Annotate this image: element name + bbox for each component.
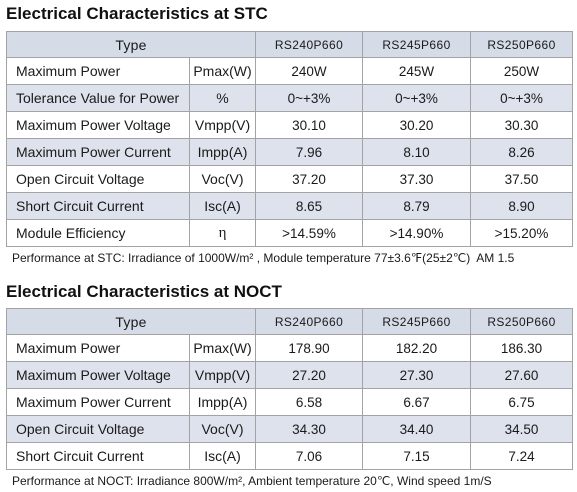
model-header-rs245p660: RS245P660 [362,308,471,335]
table-row: Maximum Power Pmax(W) 240W 245W 250W [6,57,573,85]
stc-section-title: Electrical Characteristics at STC [6,4,268,23]
value-cell: 34.40 [362,415,471,443]
value-cell: 37.50 [470,165,573,193]
value-cell: 8.65 [255,192,363,220]
unit-label: Impp(A) [189,388,256,416]
model-header-rs240p660: RS240P660 [255,31,363,58]
noct-test-conditions-note: Performance at NOCT: Irradiance 800W/m²,… [12,474,492,488]
model-header-rs240p660: RS240P660 [255,308,363,335]
parameter-label: Module Efficiency [6,219,190,247]
unit-label: Pmax(W) [189,334,256,362]
value-cell: 8.79 [362,192,471,220]
value-cell: 240W [255,57,363,85]
value-cell: 8.90 [470,192,573,220]
table-row: Tolerance Value for Power % 0~+3% 0~+3% … [6,84,573,112]
stc-table: Type RS240P660 RS245P660 RS250P660 Maxim… [6,31,573,247]
unit-label: Impp(A) [189,138,256,166]
value-cell: 7.06 [255,442,363,470]
parameter-label: Maximum Power Voltage [6,111,190,139]
parameter-label: Maximum Power Current [6,138,190,166]
value-cell: 34.50 [470,415,573,443]
table-row: Module Efficiency η >14.59% >14.90% >15.… [6,219,573,247]
model-header-rs250p660: RS250P660 [470,308,573,335]
parameter-label: Short Circuit Current [6,192,190,220]
value-cell: 0~+3% [255,84,363,112]
value-cell: 6.67 [362,388,471,416]
table-row: Maximum Power Voltage Vmpp(V) 27.20 27.3… [6,361,573,389]
table-row: Maximum Power Current Impp(A) 7.96 8.10 … [6,138,573,166]
value-cell: 30.10 [255,111,363,139]
unit-label: Voc(V) [189,165,256,193]
value-cell: 7.24 [470,442,573,470]
table-row: Open Circuit Voltage Voc(V) 37.20 37.30 … [6,165,573,193]
unit-label: Vmpp(V) [189,361,256,389]
table-row: Maximum Power Pmax(W) 178.90 182.20 186.… [6,334,573,362]
value-cell: >14.90% [362,219,471,247]
value-cell: 8.26 [470,138,573,166]
parameter-label: Tolerance Value for Power [6,84,190,112]
value-cell: 37.20 [255,165,363,193]
value-cell: 250W [470,57,573,85]
value-cell: 0~+3% [362,84,471,112]
unit-label: Vmpp(V) [189,111,256,139]
value-cell: 7.96 [255,138,363,166]
value-cell: 7.15 [362,442,471,470]
noct-table: Type RS240P660 RS245P660 RS250P660 Maxim… [6,308,573,470]
parameter-label: Maximum Power Current [6,388,190,416]
parameter-label: Maximum Power [6,334,190,362]
value-cell: 27.30 [362,361,471,389]
value-cell: 186.30 [470,334,573,362]
value-cell: 27.20 [255,361,363,389]
parameter-label: Short Circuit Current [6,442,190,470]
unit-label: Isc(A) [189,442,256,470]
value-cell: 30.30 [470,111,573,139]
table-row: Short Circuit Current Isc(A) 7.06 7.15 7… [6,442,573,470]
model-header-rs250p660: RS250P660 [470,31,573,58]
stc-test-conditions-note: Performance at STC: Irradiance of 1000W/… [12,251,515,265]
model-header-rs245p660: RS245P660 [362,31,471,58]
parameter-label: Open Circuit Voltage [6,415,190,443]
noct-section-title: Electrical Characteristics at NOCT [6,282,282,301]
type-header: Type [6,31,256,58]
value-cell: 6.58 [255,388,363,416]
value-cell: 30.20 [362,111,471,139]
unit-label: Voc(V) [189,415,256,443]
stc-header-row: Type RS240P660 RS245P660 RS250P660 [6,31,573,58]
noct-header-row: Type RS240P660 RS245P660 RS250P660 [6,308,573,335]
value-cell: 37.30 [362,165,471,193]
table-row: Maximum Power Current Impp(A) 6.58 6.67 … [6,388,573,416]
unit-label: % [189,84,256,112]
value-cell: >15.20% [470,219,573,247]
value-cell: 6.75 [470,388,573,416]
value-cell: 0~+3% [470,84,573,112]
table-row: Open Circuit Voltage Voc(V) 34.30 34.40 … [6,415,573,443]
value-cell: 8.10 [362,138,471,166]
value-cell: 178.90 [255,334,363,362]
value-cell: >14.59% [255,219,363,247]
parameter-label: Maximum Power Voltage [6,361,190,389]
type-header: Type [6,308,256,335]
value-cell: 245W [362,57,471,85]
value-cell: 182.20 [362,334,471,362]
table-row: Maximum Power Voltage Vmpp(V) 30.10 30.2… [6,111,573,139]
parameter-label: Open Circuit Voltage [6,165,190,193]
unit-label: Isc(A) [189,192,256,220]
value-cell: 27.60 [470,361,573,389]
unit-label: Pmax(W) [189,57,256,85]
parameter-label: Maximum Power [6,57,190,85]
unit-label: η [189,219,256,247]
table-row: Short Circuit Current Isc(A) 8.65 8.79 8… [6,192,573,220]
value-cell: 34.30 [255,415,363,443]
